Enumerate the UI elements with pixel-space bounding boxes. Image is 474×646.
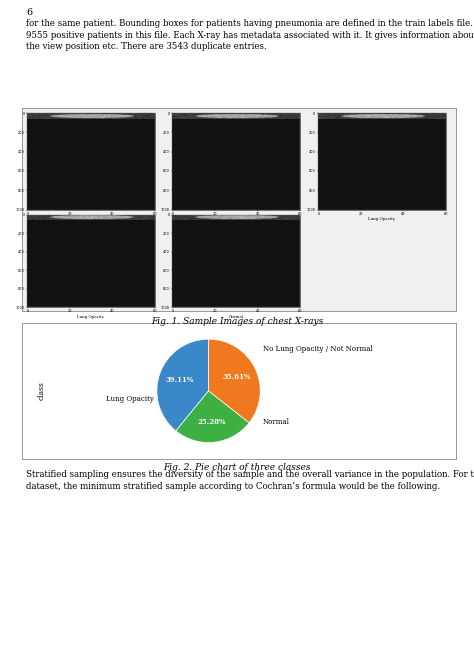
FancyBboxPatch shape	[27, 214, 155, 307]
Wedge shape	[157, 339, 209, 431]
Text: Fig. 2. Pie chart of three classes: Fig. 2. Pie chart of three classes	[163, 463, 311, 472]
Text: Lung Opacity: Lung Opacity	[107, 395, 155, 402]
Text: Stratified sampling ensures the diversity of the sample and the overall variance: Stratified sampling ensures the diversit…	[26, 470, 474, 491]
Text: 39.11%: 39.11%	[165, 377, 193, 384]
Text: 6: 6	[26, 8, 32, 17]
X-axis label: No Lung Opacity / Not Normal: No Lung Opacity / Not Normal	[60, 217, 121, 221]
Text: for the same patient. Bounding boxes for patients having pneumonia are defined i: for the same patient. Bounding boxes for…	[26, 19, 474, 51]
Text: class: class	[38, 381, 46, 401]
FancyBboxPatch shape	[172, 214, 300, 307]
X-axis label: No Lung Opacity / Not Normal: No Lung Opacity / Not Normal	[205, 217, 267, 221]
FancyBboxPatch shape	[27, 113, 155, 209]
X-axis label: Normal: Normal	[228, 315, 244, 318]
Text: Fig. 1. Sample Images of chest X-rays: Fig. 1. Sample Images of chest X-rays	[151, 317, 323, 326]
FancyBboxPatch shape	[172, 113, 300, 209]
X-axis label: Lung Opacity: Lung Opacity	[77, 315, 104, 318]
Text: 35.61%: 35.61%	[222, 373, 251, 381]
Text: 25.28%: 25.28%	[198, 418, 226, 426]
X-axis label: Lung Opacity: Lung Opacity	[368, 217, 395, 221]
Text: No Lung Opacity / Not Normal: No Lung Opacity / Not Normal	[263, 346, 373, 353]
FancyBboxPatch shape	[318, 113, 446, 209]
Wedge shape	[209, 339, 260, 422]
Text: Normal: Normal	[263, 418, 290, 426]
Wedge shape	[176, 391, 249, 443]
